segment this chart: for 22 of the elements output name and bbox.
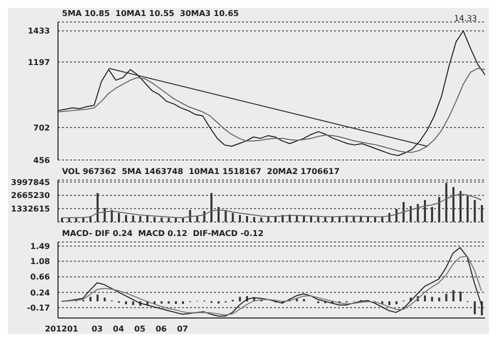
y-tick-label: 702 (33, 123, 50, 132)
y-tick-label: 1433 (28, 26, 50, 36)
x-tick-label: 05 (134, 324, 146, 334)
x-tick-label: 04 (112, 324, 124, 334)
y-tick-label: 0.24 (30, 288, 50, 298)
x-tick-label: 03 (92, 324, 103, 334)
annotation: 14.33 (454, 14, 477, 23)
text: MACD- DIF 0.24 MACD 0.12 DIF-MACD -0.12 (62, 229, 264, 238)
y-tick-label: 0.66 (30, 272, 50, 282)
y-tick-label: 456 (33, 156, 50, 165)
y-tick-label: 1197 (28, 58, 50, 67)
y-tick-label: 2665230 (11, 191, 50, 200)
y-tick-label: -0.17 (26, 303, 50, 312)
text: VOL 967362 5MA 1463748 10MA1 1518167 20MA2 1706617 (62, 167, 340, 176)
y-tick-label: 1.08 (30, 257, 50, 266)
x-tick-label: 201201 (44, 324, 79, 334)
x-tick-label: 06 (156, 324, 168, 334)
y-tick-label: 1.49 (30, 242, 50, 251)
y-tick-label: 3997845 (11, 178, 50, 187)
y-tick-label: 1332615 (11, 204, 50, 214)
x-tick-label: 07 (176, 324, 188, 334)
text: 5MA 10.85 10MA1 10.55 30MA3 10.65 (62, 9, 239, 18)
